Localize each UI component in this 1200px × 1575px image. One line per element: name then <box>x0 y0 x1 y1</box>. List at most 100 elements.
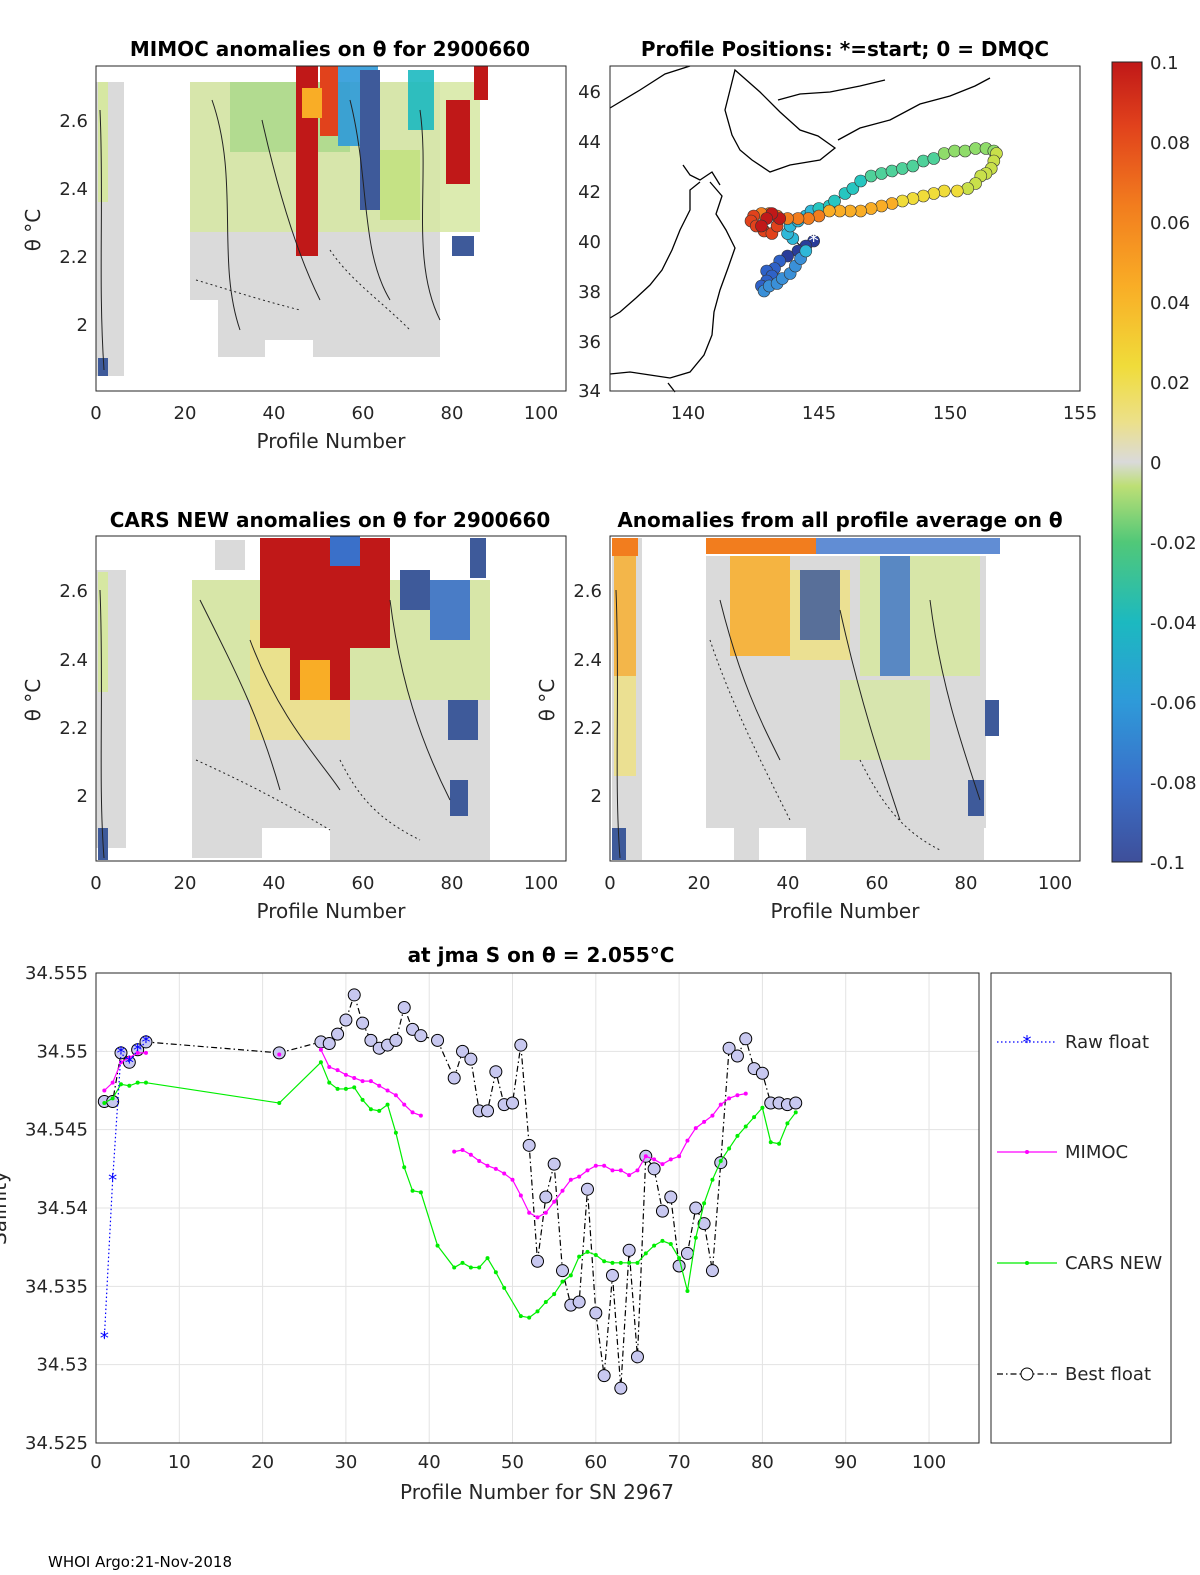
data-point <box>760 1105 765 1110</box>
x-tick-label: 0 <box>604 873 615 894</box>
data-point <box>331 1027 345 1041</box>
average-anomaly-yticks: 2 2.2 2.4 2.6 <box>573 581 602 807</box>
data-point <box>485 1256 490 1261</box>
data-point <box>672 1259 686 1273</box>
series-cars-new <box>102 1060 798 1320</box>
legend-label: Raw float <box>1065 1032 1149 1053</box>
profile-position-marker <box>906 192 920 205</box>
data-point <box>543 1210 548 1215</box>
y-tick-label: 34.54 <box>36 1198 88 1219</box>
legend-label: MIMOC <box>1065 1142 1128 1163</box>
data-point <box>735 1133 740 1138</box>
data-point <box>531 1254 544 1268</box>
data-point <box>493 1270 498 1275</box>
data-point <box>685 1138 690 1143</box>
data-point <box>635 1260 640 1265</box>
data-point <box>327 1065 332 1069</box>
data-point <box>477 1159 482 1163</box>
legend-label: Best float <box>1065 1364 1151 1385</box>
data-point <box>585 1168 590 1173</box>
data-point: * <box>141 1032 150 1053</box>
colorbar-tick-label: 0.04 <box>1150 293 1190 314</box>
mimoc-anomaly-axes <box>95 65 567 392</box>
y-tick-label: 2.2 <box>573 718 602 739</box>
data-point <box>602 1259 607 1264</box>
data-point <box>593 1253 598 1257</box>
data-point <box>360 1097 365 1102</box>
data-point <box>685 1289 690 1294</box>
positions-axes <box>609 65 1081 392</box>
data-point <box>318 1047 323 1052</box>
data-point <box>414 1029 428 1043</box>
x-tick-label: 20 <box>688 873 711 894</box>
data-point <box>343 1086 348 1091</box>
data-point <box>527 1315 532 1320</box>
data-point <box>535 1215 540 1220</box>
data-point <box>352 1075 357 1080</box>
x-tick-label: 70 <box>668 1452 691 1473</box>
data-point <box>589 1306 603 1320</box>
data-point <box>477 1265 482 1270</box>
data-point <box>456 1044 470 1058</box>
data-point <box>627 1260 632 1265</box>
data-point <box>335 1068 340 1073</box>
x-tick-label: 20 <box>174 403 197 424</box>
data-point <box>418 1113 423 1118</box>
profile-position-marker <box>958 144 972 158</box>
series-raw-float: *** ** * <box>100 1032 151 1349</box>
mimoc-anomaly-panel: MIMOC anomalies on θ for 2900660 <box>21 37 567 453</box>
data-point <box>655 1204 669 1218</box>
data-point <box>322 1037 336 1050</box>
x-tick-label: 0 <box>90 403 101 424</box>
data-point <box>593 1163 598 1168</box>
data-point <box>127 1055 132 1060</box>
x-tick-label: 100 <box>524 873 558 894</box>
data-point <box>393 1130 398 1135</box>
x-tick-label: 60 <box>584 1452 607 1473</box>
data-point <box>660 1162 665 1167</box>
lat-tick-label: 36 <box>578 332 601 353</box>
lon-tick-label: 140 <box>671 403 705 424</box>
chart-series: *** ** * <box>97 988 803 1395</box>
data-point <box>410 1110 415 1115</box>
profile-position-marker <box>875 199 888 213</box>
lon-tick-label: 150 <box>933 403 967 424</box>
colorbar-gradient <box>1111 61 1143 863</box>
data-point <box>110 1096 115 1101</box>
x-tick-label: 90 <box>834 1452 857 1473</box>
data-point <box>693 1235 698 1240</box>
data-point <box>397 1000 411 1014</box>
chart-xlabel: Profile Number for SN 2967 <box>400 1480 674 1504</box>
y-tick-label: 34.55 <box>36 1041 88 1062</box>
x-tick-label: 100 <box>1038 873 1072 894</box>
y-tick-label: 34.53 <box>36 1355 88 1376</box>
data-point <box>605 1268 619 1282</box>
average-anomaly-xlabel: Profile Number <box>771 899 921 923</box>
y-tick-label: 2 <box>77 786 88 807</box>
data-point <box>110 1080 115 1085</box>
mimoc-anomaly-yticks: 2 2.2 2.4 2.6 <box>59 111 88 336</box>
data-point <box>393 1093 398 1098</box>
series-mimoc <box>102 1047 748 1220</box>
data-point <box>510 1177 515 1182</box>
data-point <box>402 1102 407 1107</box>
lon-tick-label: 155 <box>1063 403 1097 424</box>
mimoc-anomaly-field <box>96 66 488 376</box>
data-point <box>385 1088 390 1093</box>
data-point <box>793 1110 798 1115</box>
data-point <box>610 1260 615 1265</box>
chart-title: at jma S on θ = 2.055°C <box>408 943 675 967</box>
series-line <box>454 1093 746 1219</box>
data-point <box>339 1013 353 1027</box>
data-point <box>710 1113 715 1118</box>
data-point <box>539 1190 553 1204</box>
data-point <box>518 1193 523 1198</box>
data-point <box>114 1046 128 1060</box>
data-point <box>643 1251 648 1256</box>
data-point <box>102 1101 107 1106</box>
x-tick-label: 40 <box>418 1452 441 1473</box>
y-tick-label: 34.535 <box>25 1276 88 1297</box>
legend-entry-raw-float: * Raw float <box>997 1032 1149 1053</box>
data-point <box>468 1152 473 1157</box>
